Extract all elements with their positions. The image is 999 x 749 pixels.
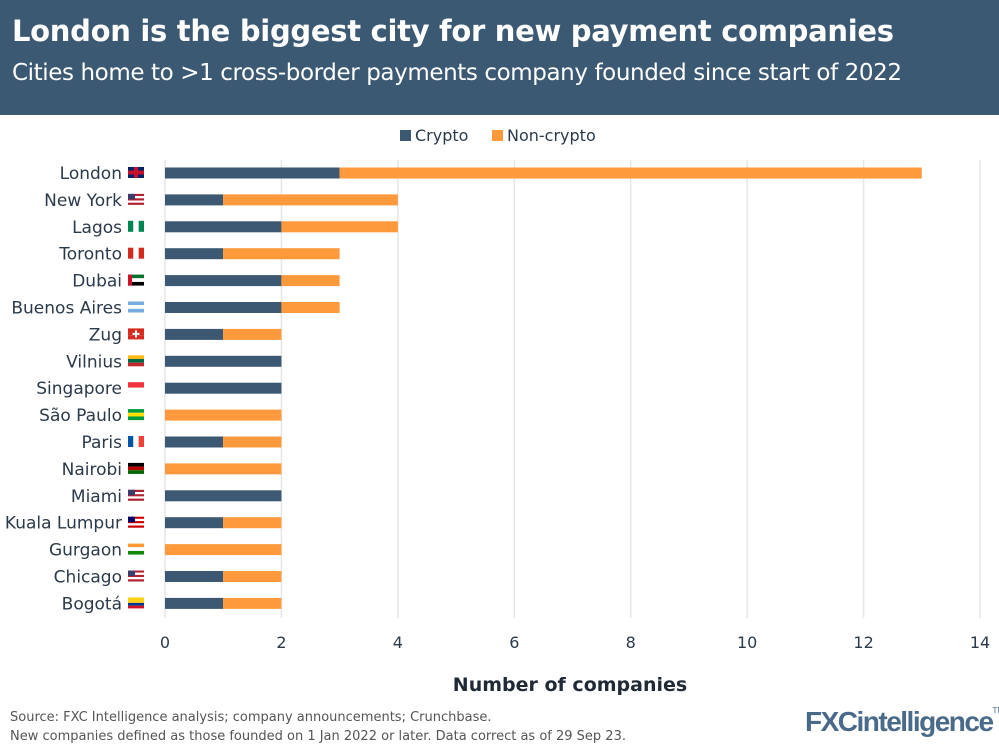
legend-label: Non-crypto (507, 126, 596, 145)
x-tick-label: 6 (509, 633, 519, 652)
bar-non-crypto (223, 194, 398, 206)
chart-subtitle: Cities home to >1 cross-border payments … (12, 60, 902, 86)
category-label: Singapore (36, 379, 122, 399)
ch-flag-icon (128, 328, 144, 340)
category-label: London (60, 164, 122, 184)
category-label: Gurgaon (49, 541, 122, 561)
bar-non-crypto (223, 436, 282, 448)
category-label: Bogotá (62, 594, 122, 614)
bar-non-crypto (339, 167, 922, 179)
chart-title: London is the biggest city for new payme… (12, 14, 894, 48)
bar-crypto (165, 248, 224, 260)
bar-crypto (165, 328, 224, 340)
category-label: Zug (89, 325, 122, 345)
category-label: Lagos (72, 218, 122, 238)
sg-flag-icon (128, 382, 144, 394)
co-flag-icon (128, 597, 144, 609)
bar-non-crypto (165, 409, 282, 421)
chart: 0 2 4 6 8 10 12 14 Number of companies Crypto Non-… (5, 126, 990, 696)
bar-non-crypto (281, 302, 340, 313)
ar-flag-icon (128, 301, 144, 313)
bar-non-crypto (165, 463, 282, 475)
bar-non-crypto (223, 328, 282, 340)
category-label: Chicago (54, 568, 122, 588)
x-tick-label: 14 (970, 633, 990, 652)
bar-non-crypto (165, 544, 282, 556)
category-label: Miami (71, 487, 122, 507)
bar-crypto (165, 436, 224, 448)
category-label: Toronto (58, 245, 122, 265)
category-label: São Paulo (39, 406, 122, 426)
x-tick-label: 0 (160, 633, 170, 652)
header: London is the biggest city for new payme… (0, 0, 999, 115)
category-label: Paris (82, 433, 123, 453)
x-tick-label: 10 (737, 633, 757, 652)
bar-crypto (165, 571, 224, 582)
bar-crypto (165, 597, 224, 609)
bar-crypto (165, 167, 340, 179)
gb-flag-icon (128, 167, 144, 178)
legend-swatch (492, 130, 503, 141)
bar-crypto (165, 490, 282, 502)
bar-non-crypto (223, 248, 340, 260)
x-axis-label: Number of companies (453, 674, 687, 696)
fr-flag-icon (128, 436, 144, 447)
in-flag-icon (128, 543, 144, 555)
category-label: Buenos Aires (11, 299, 122, 319)
bar-crypto (165, 275, 282, 287)
source-note: Source: FXC Intelligence analysis; compa… (10, 710, 492, 725)
bar-crypto (165, 355, 282, 367)
category-label: Nairobi (62, 460, 122, 480)
definition-note: New companies defined as those founded o… (10, 729, 626, 744)
br-flag-icon (128, 409, 144, 421)
ca-flag-icon (128, 247, 144, 259)
bar-crypto (165, 382, 282, 394)
ke-flag-icon (128, 462, 144, 474)
bar-non-crypto (223, 597, 282, 609)
bar-crypto (165, 221, 282, 233)
category-label: Vilnius (66, 352, 122, 372)
category-label: Kuala Lumpur (5, 514, 122, 534)
bar-crypto (165, 194, 224, 206)
bar-crypto (165, 302, 282, 313)
ae-flag-icon (128, 274, 144, 286)
bar-non-crypto (223, 571, 282, 582)
my-flag-icon (128, 516, 144, 528)
bar-crypto (165, 517, 224, 529)
category-label: New York (44, 191, 122, 211)
ng-flag-icon (128, 220, 144, 232)
bar-non-crypto (281, 275, 340, 287)
legend-label: Crypto (415, 126, 468, 145)
x-tick-label: 4 (393, 633, 403, 652)
category-label: Dubai (72, 272, 122, 292)
us-flag-icon (128, 489, 144, 501)
bar-non-crypto (223, 517, 282, 529)
fxc-logo: FXCintelligenceTM (805, 706, 999, 737)
legend-swatch (400, 130, 411, 141)
x-tick-label: 8 (626, 633, 636, 652)
us-flag-icon (128, 193, 144, 205)
us-flag-icon (128, 570, 144, 582)
x-tick-label: 12 (853, 633, 873, 652)
bar-non-crypto (281, 221, 398, 233)
lt-flag-icon (128, 355, 144, 367)
x-tick-label: 2 (276, 633, 286, 652)
